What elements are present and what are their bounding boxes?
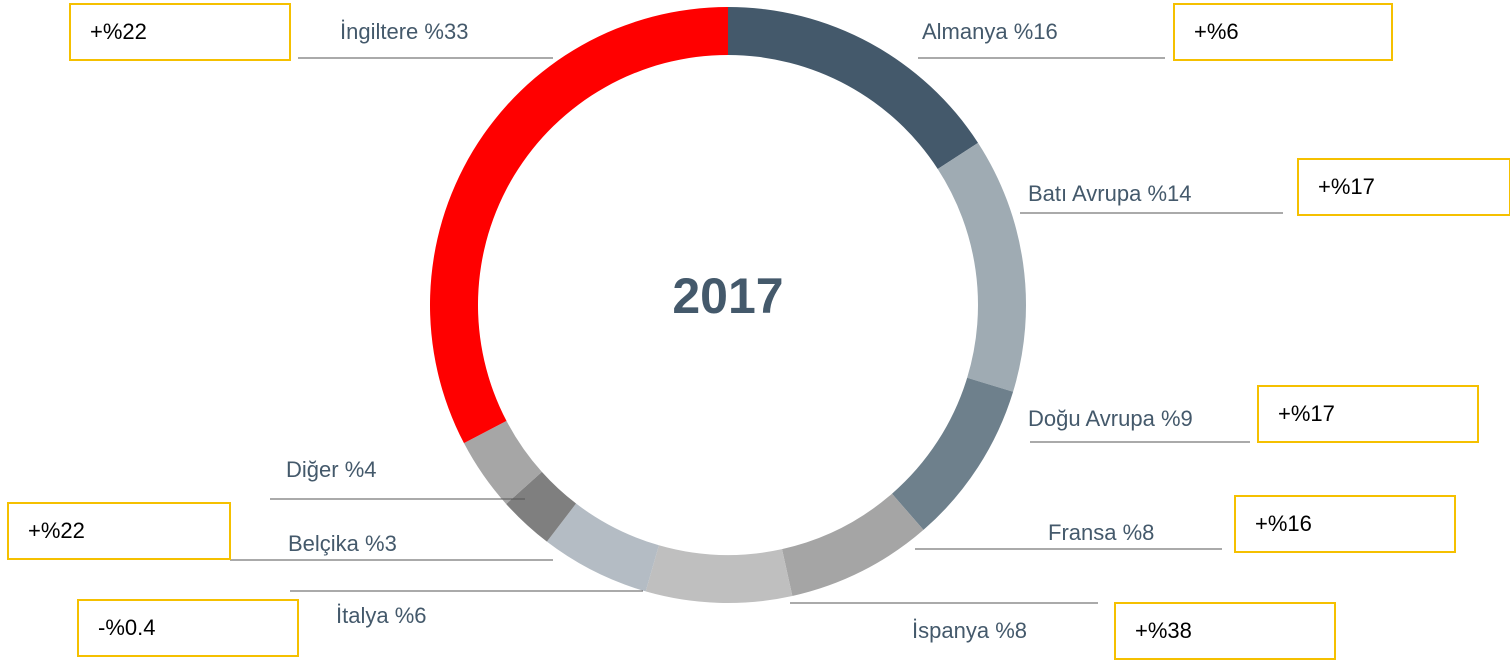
- segment-label: Doğu Avrupa %9: [1028, 406, 1193, 431]
- value-label: %8: [1123, 520, 1155, 545]
- segment-label: Diğer %4: [286, 457, 377, 482]
- change-box: [7, 502, 231, 560]
- donut-segment: [891, 377, 1014, 530]
- category-name: İspanya: [912, 618, 990, 643]
- change-box: [1173, 3, 1393, 61]
- donut-segment: [728, 7, 979, 169]
- value-label: %14: [1147, 181, 1191, 206]
- segment-label: İtalya %6: [336, 603, 427, 628]
- donut-segment: [506, 471, 577, 542]
- change-box: [1297, 158, 1510, 216]
- change-label: +%17: [1318, 174, 1375, 199]
- category-name: Belçika: [288, 531, 360, 556]
- value-label: %9: [1161, 406, 1193, 431]
- change-label: -%0.4: [98, 615, 155, 640]
- value-label: %6: [395, 603, 427, 628]
- segment-label: Belçika %3: [288, 531, 397, 556]
- segment-label: Batı Avrupa %14: [1028, 181, 1192, 206]
- change-label: +%22: [90, 19, 147, 44]
- change-box: [1114, 602, 1336, 660]
- category-name: Doğu Avrupa: [1028, 406, 1156, 431]
- value-label: %4: [345, 457, 377, 482]
- category-name: Batı Avrupa: [1028, 181, 1142, 206]
- segment-label: Almanya %16: [922, 19, 1058, 44]
- change-label: +%16: [1255, 511, 1312, 536]
- category-name: İtalya: [336, 603, 389, 628]
- donut-segment: [430, 7, 728, 444]
- category-name: İngiltere: [340, 19, 418, 44]
- change-label: +%38: [1135, 618, 1192, 643]
- category-name: Diğer: [286, 457, 339, 482]
- change-label: +%22: [28, 518, 85, 543]
- category-name: Fransa: [1048, 520, 1117, 545]
- change-box: [69, 3, 291, 61]
- segment-label: Fransa %8: [1048, 520, 1154, 545]
- donut-segment: [937, 142, 1026, 392]
- segment-label: İspanya %8: [912, 618, 1027, 643]
- change-box: [1257, 385, 1479, 443]
- donut-segment: [782, 493, 924, 596]
- donut-segment: [463, 420, 542, 504]
- segment-label: İngiltere %33: [340, 19, 468, 44]
- value-label: %33: [424, 19, 468, 44]
- value-label: %16: [1014, 19, 1058, 44]
- donut-segment: [645, 545, 793, 603]
- change-box: [1234, 495, 1456, 553]
- change-label: +%17: [1278, 401, 1335, 426]
- center-label: 2017: [672, 268, 783, 324]
- change-label: +%6: [1194, 19, 1239, 44]
- value-label: %8: [995, 618, 1027, 643]
- change-box: [77, 599, 299, 657]
- donut-segment: [546, 503, 659, 592]
- category-name: Almanya: [922, 19, 1008, 44]
- value-label: %3: [365, 531, 397, 556]
